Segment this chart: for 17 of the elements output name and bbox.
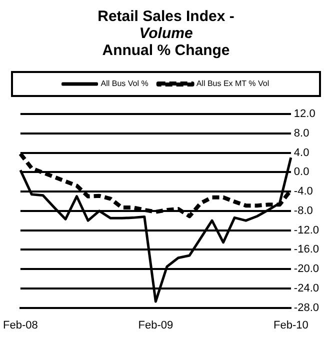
y-tick-label: -28.0 [294, 302, 320, 314]
chart-title: Retail Sales Index - Volume Annual % Change [96, 8, 236, 59]
y-tick-label: 0.0 [294, 166, 310, 178]
x-tick-label: Feb-10 [274, 319, 308, 332]
y-tick-label: -16.0 [294, 244, 320, 256]
y-tick-label: 12.0 [294, 108, 316, 120]
y-tick-label: -8.0 [294, 204, 313, 217]
y-tick-label: -24.0 [294, 282, 320, 294]
x-tick-label: Feb-09 [138, 319, 174, 332]
y-tick-label: 8.0 [294, 127, 310, 140]
y-tick-label: -4.0 [294, 186, 313, 198]
y-tick-label: -12.0 [294, 224, 320, 236]
legend-label: All Bus Ex MT % Vol [196, 79, 270, 88]
legend-label: All Bus Vol % [100, 79, 148, 88]
y-tick-label: 4.0 [294, 146, 310, 159]
y-tick-label: -20.0 [294, 263, 320, 276]
x-tick-label: Feb-08 [2, 319, 38, 332]
